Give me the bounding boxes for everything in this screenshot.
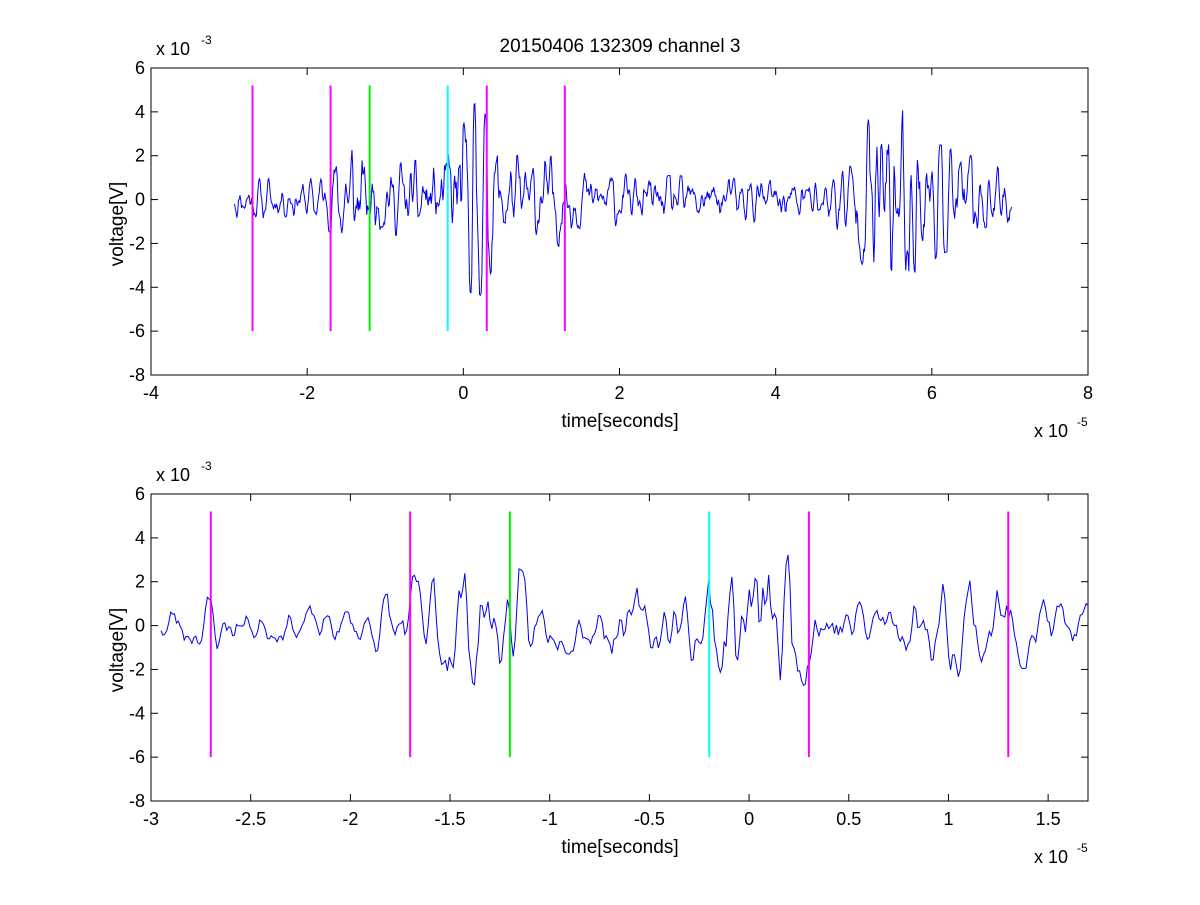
bottom-x-tick-label: 1 (943, 809, 953, 829)
top-x-tick-label: -4 (143, 383, 159, 403)
bottom-x-multiplier: x 10 -5 (1034, 841, 1088, 867)
top-y-tick-label: 6 (135, 58, 145, 78)
bottom-x-tick-label: 0 (744, 809, 754, 829)
bottom-y-multiplier-base: x 10 (156, 465, 190, 485)
bottom-chart-panel: x 10 -3 x 10 -5 voltage[V] time[seconds]… (107, 459, 1089, 867)
chart-title: 20150406 132309 channel 3 (500, 36, 741, 57)
top-x-tick-label: 2 (614, 383, 624, 403)
bottom-y-tick-label: 2 (135, 572, 145, 592)
top-signal-trace (234, 102, 1012, 297)
bottom-y-tick-label: -8 (129, 791, 145, 811)
top-y-tick-label: -2 (129, 233, 145, 253)
top-y-tick-label: 0 (135, 190, 145, 210)
top-y-tick-label: -6 (129, 321, 145, 341)
top-x-axis-label: time[seconds] (561, 411, 678, 432)
top-y-multiplier: x 10 -3 (156, 33, 212, 59)
bottom-signal-trace (160, 554, 1089, 687)
bottom-x-tick-label: -3 (143, 809, 159, 829)
top-x-multiplier-base: x 10 (1034, 421, 1068, 441)
top-y-tick-label: 2 (135, 146, 145, 166)
top-x-tick-label: 8 (1083, 383, 1093, 403)
bottom-x-tick-label: 1.5 (1036, 809, 1061, 829)
bottom-x-tick-label: 0.5 (836, 809, 861, 829)
bottom-y-axis-label: voltage[V] (107, 608, 128, 693)
bottom-y-tick-label: 0 (135, 616, 145, 636)
bottom-plot-area: -3 -2.5 -2 -1.5 -1 -0.5 0 0.5 1 1.5 -8 -6 -4 -2 0 2 4 6 (129, 484, 1089, 829)
bottom-y-multiplier: x 10 -3 (156, 459, 212, 485)
top-y-tick-label: -4 (129, 277, 145, 297)
top-x-multiplier-exp: -5 (1077, 415, 1088, 429)
top-x-tick-label: 6 (927, 383, 937, 403)
bottom-y-tick-label: -4 (129, 703, 145, 723)
bottom-x-tick-label: -2.5 (235, 809, 266, 829)
top-plot-area: -4 -2 0 2 4 6 8 -8 -6 -4 -2 0 2 4 6 (129, 58, 1093, 403)
bottom-y-tick-label: -6 (129, 747, 145, 767)
top-x-tick-label: -2 (299, 383, 315, 403)
top-y-multiplier-base: x 10 (156, 39, 190, 59)
top-x-multiplier: x 10 -5 (1034, 415, 1088, 441)
top-y-multiplier-exp: -3 (201, 33, 212, 47)
bottom-y-multiplier-exp: -3 (201, 459, 212, 473)
bottom-x-axis-label: time[seconds] (561, 837, 678, 858)
bottom-x-tick-label: -1 (542, 809, 558, 829)
bottom-x-tick-label: -1.5 (435, 809, 466, 829)
top-chart-panel: 20150406 132309 channel 3 x 10 -3 x 10 -… (107, 33, 1093, 441)
top-x-tick-label: 4 (771, 383, 781, 403)
bottom-y-tick-label: 6 (135, 484, 145, 504)
top-x-tick-label: 0 (458, 383, 468, 403)
top-y-axis-label: voltage[V] (107, 182, 128, 267)
bottom-x-multiplier-exp: -5 (1077, 841, 1088, 855)
bottom-x-tick-label: -2 (342, 809, 358, 829)
bottom-y-tick-label: -2 (129, 659, 145, 679)
bottom-x-tick-label: -0.5 (634, 809, 665, 829)
top-y-tick-label: -8 (129, 365, 145, 385)
bottom-y-tick-label: 4 (135, 528, 145, 548)
bottom-x-multiplier-base: x 10 (1034, 847, 1068, 867)
top-y-tick-label: 4 (135, 102, 145, 122)
bottom-axes-box (150, 493, 1089, 802)
